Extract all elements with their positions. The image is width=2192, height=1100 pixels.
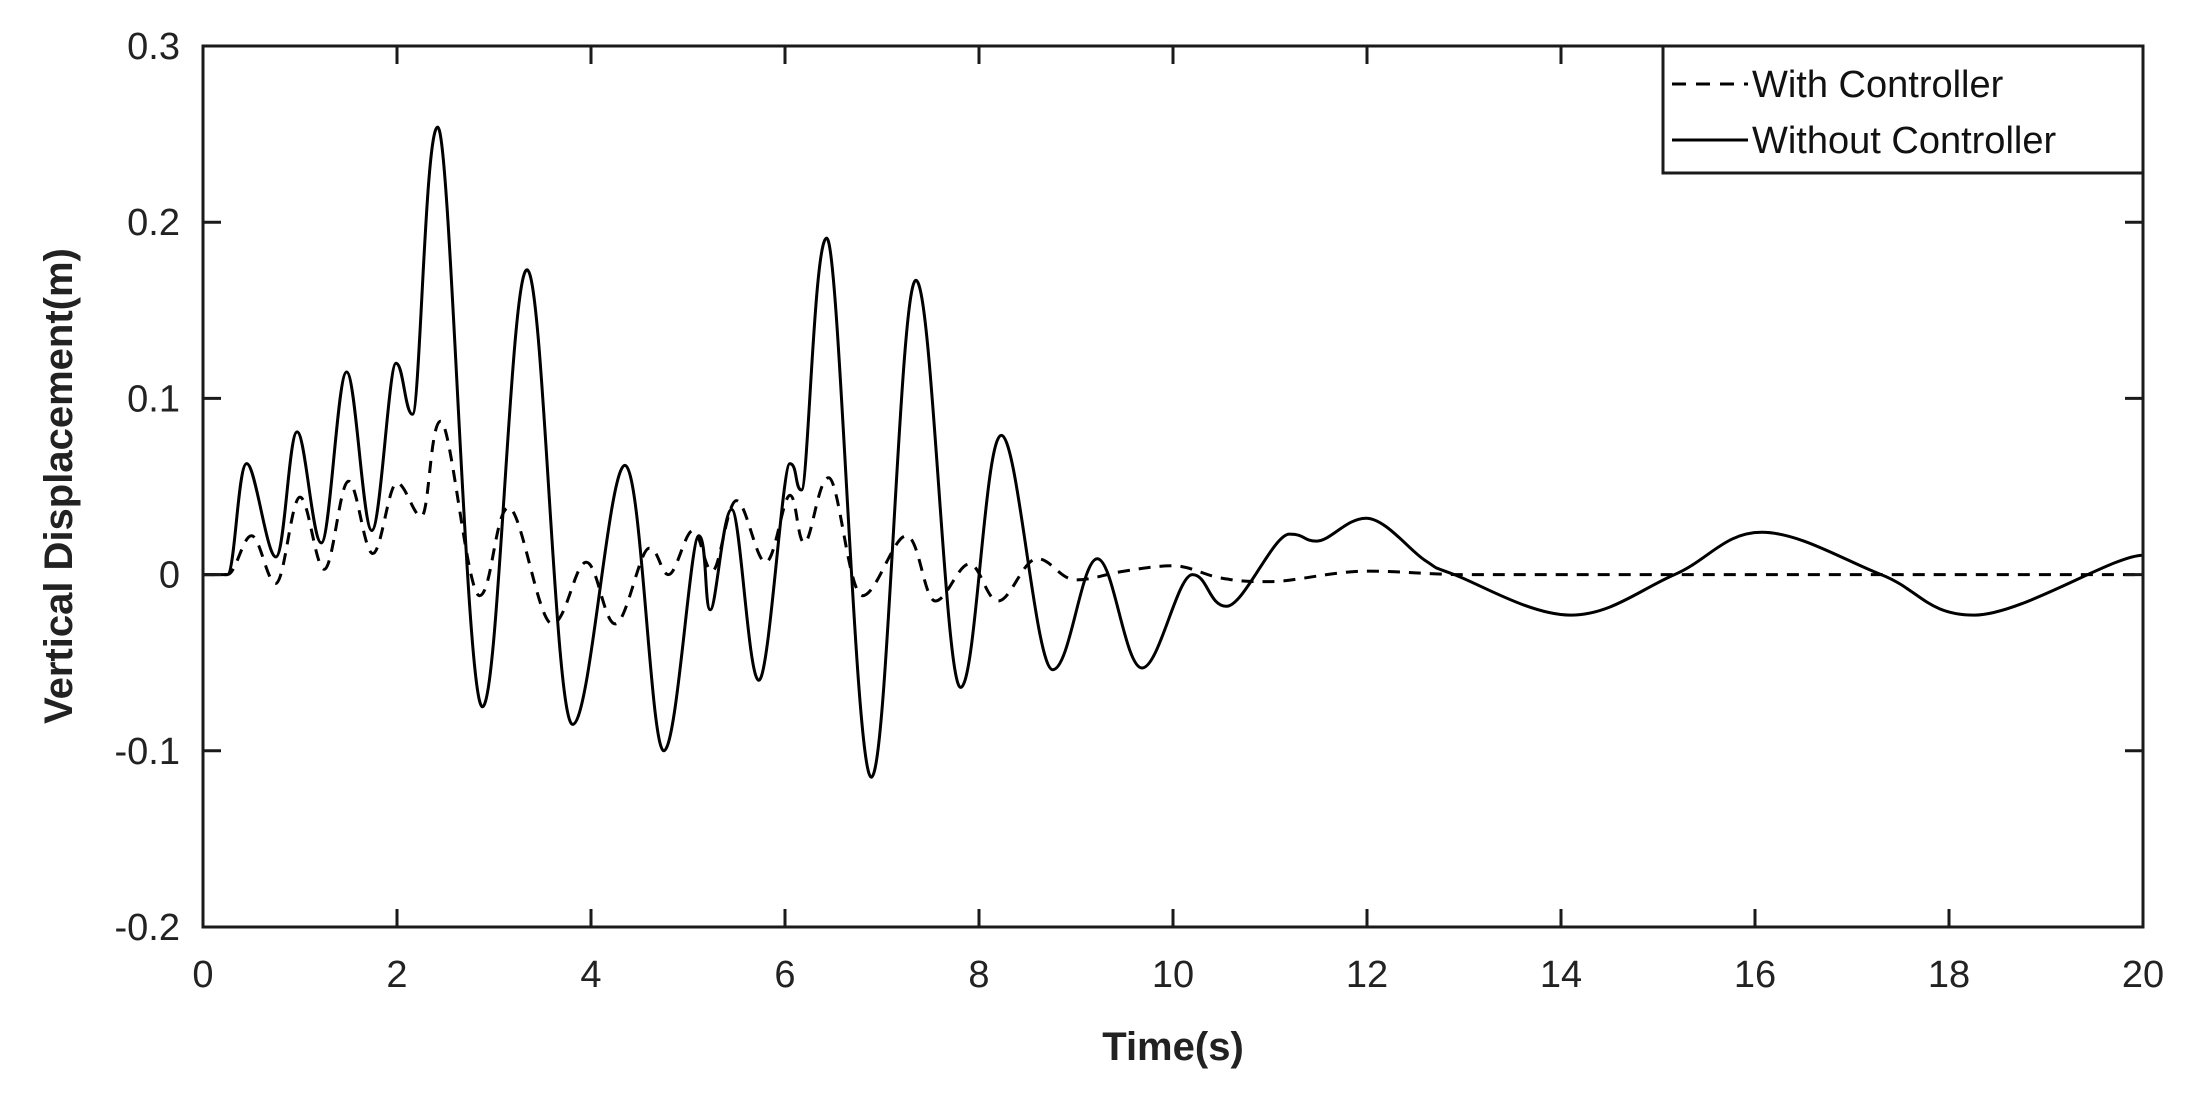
y-tick-label: 0.2: [127, 202, 180, 244]
legend-label-without-controller: Without Controller: [1752, 120, 2056, 162]
x-tick-label: 20: [2122, 954, 2164, 996]
x-tick-label: 12: [1346, 954, 1388, 996]
legend: With Controller Without Controller: [1661, 44, 2145, 175]
x-tick-label: 16: [1734, 954, 1776, 996]
y-tick-label: -0.2: [115, 907, 180, 949]
y-tick-label: 0.3: [127, 26, 180, 68]
x-axis-ticks: 0 2 4 6 8 10 12 14 16 18 20: [192, 46, 2164, 996]
x-tick-label: 2: [386, 954, 407, 996]
x-tick-label: 0: [192, 954, 213, 996]
series-line-with-controller: [203, 419, 2143, 626]
x-tick-label: 6: [774, 954, 795, 996]
legend-label-with-controller: With Controller: [1752, 64, 2004, 106]
y-tick-label: -0.1: [115, 731, 180, 773]
y-axis-title: Vertical Displacement(m): [37, 248, 81, 724]
x-axis-title: Time(s): [1102, 1025, 1244, 1069]
series-line-without-controller: [203, 125, 2144, 779]
x-tick-label: 18: [1928, 954, 1970, 996]
x-tick-label: 8: [968, 954, 989, 996]
plot-lines: [203, 125, 2144, 779]
x-tick-label: 10: [1152, 954, 1194, 996]
x-tick-label: 14: [1540, 954, 1582, 996]
y-tick-label: 0.1: [127, 378, 180, 420]
plot-area-frame: [201, 44, 2145, 929]
y-axis-ticks: -0.2 -0.1 0 0.1 0.2 0.3: [115, 26, 2143, 949]
y-tick-label: 0: [159, 555, 180, 597]
x-tick-label: 4: [580, 954, 601, 996]
legend-box: [1661, 44, 2145, 175]
